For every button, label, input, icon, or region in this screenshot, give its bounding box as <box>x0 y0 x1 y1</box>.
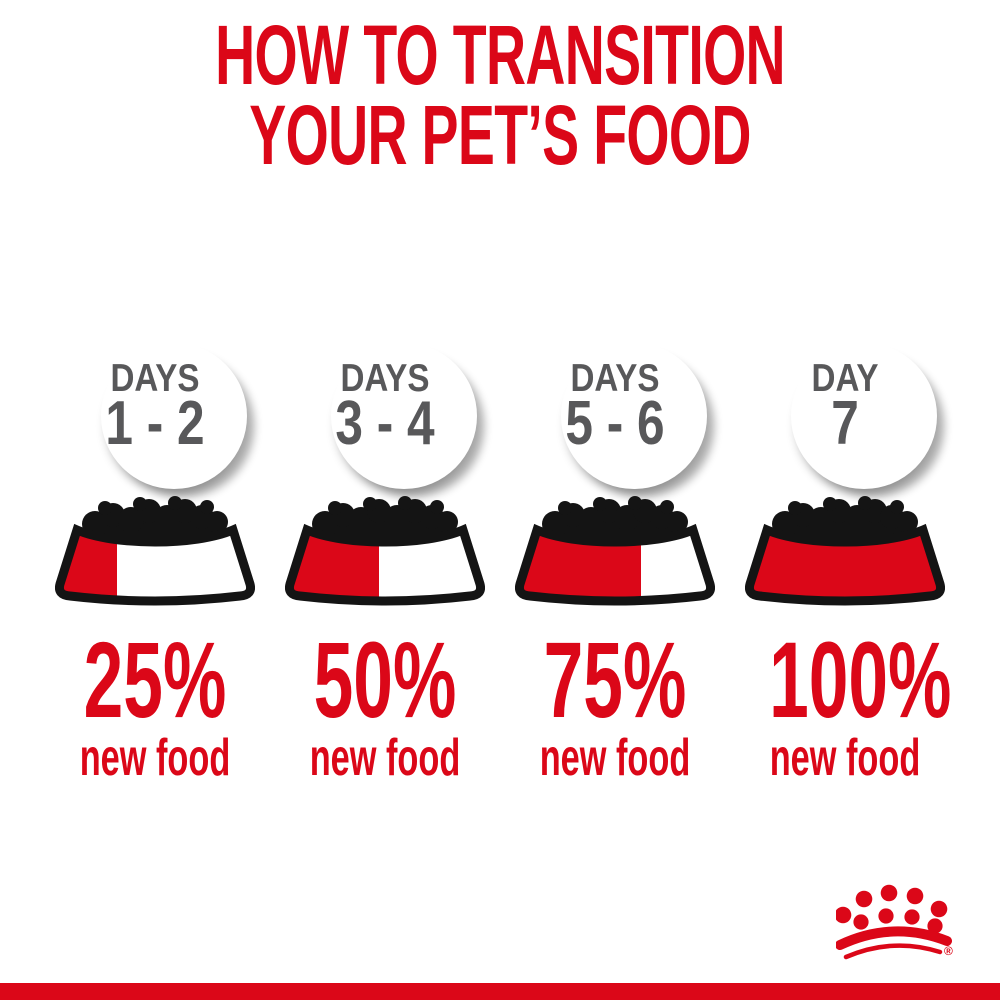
transition-steps: DAYS 1 - 2 <box>40 340 960 810</box>
title-line-1: HOW TO TRANSITION <box>215 8 786 102</box>
percent-caption: new food <box>309 729 461 787</box>
title-line-2: YOUR PET’S FOOD <box>249 87 751 182</box>
day-badge-circle <box>101 343 247 489</box>
day-label: DAYS <box>110 357 200 400</box>
day-label: DAY <box>811 357 879 400</box>
day-label: DAYS <box>340 357 430 400</box>
day-range: 3 - 4 <box>335 389 435 458</box>
day-badge-circle <box>791 343 937 489</box>
day-range: 1 - 2 <box>105 389 205 458</box>
food-bowl-icon <box>55 490 255 608</box>
footer-red-stripe <box>0 983 1000 1000</box>
food-bowl-icon <box>285 490 485 608</box>
percent-caption: new food <box>79 729 231 787</box>
step-days-1-2: DAYS 1 - 2 <box>40 340 270 810</box>
day-badge-circle <box>561 343 707 489</box>
step-days-3-4: DAYS 3 - 4 <box>270 340 500 810</box>
percent-caption: new food <box>769 729 921 787</box>
kibble-icon <box>82 496 228 540</box>
percent-value: 100% <box>769 619 952 740</box>
food-bowl-icon <box>745 490 945 608</box>
royal-canin-crown-logo: ® <box>834 882 968 960</box>
step-day-7: DAY 7 <box>730 340 960 810</box>
day-badge-circle <box>331 343 477 489</box>
percent-value: 75% <box>543 619 687 740</box>
percent-value: 25% <box>83 619 227 740</box>
day-label: DAYS <box>570 357 660 400</box>
kibble-icon <box>312 496 458 540</box>
kibble-icon <box>772 496 918 540</box>
day-range: 5 - 6 <box>565 389 665 458</box>
day-range: 7 <box>831 389 859 458</box>
page-title: HOW TO TRANSITION YOUR PET’S FOOD <box>170 8 830 182</box>
percent-caption: new food <box>539 729 691 787</box>
registered-mark: ® <box>944 944 953 958</box>
food-bowl-icon <box>515 490 715 608</box>
step-days-5-6: DAYS 5 - 6 <box>500 340 730 810</box>
percent-value: 50% <box>313 619 457 740</box>
